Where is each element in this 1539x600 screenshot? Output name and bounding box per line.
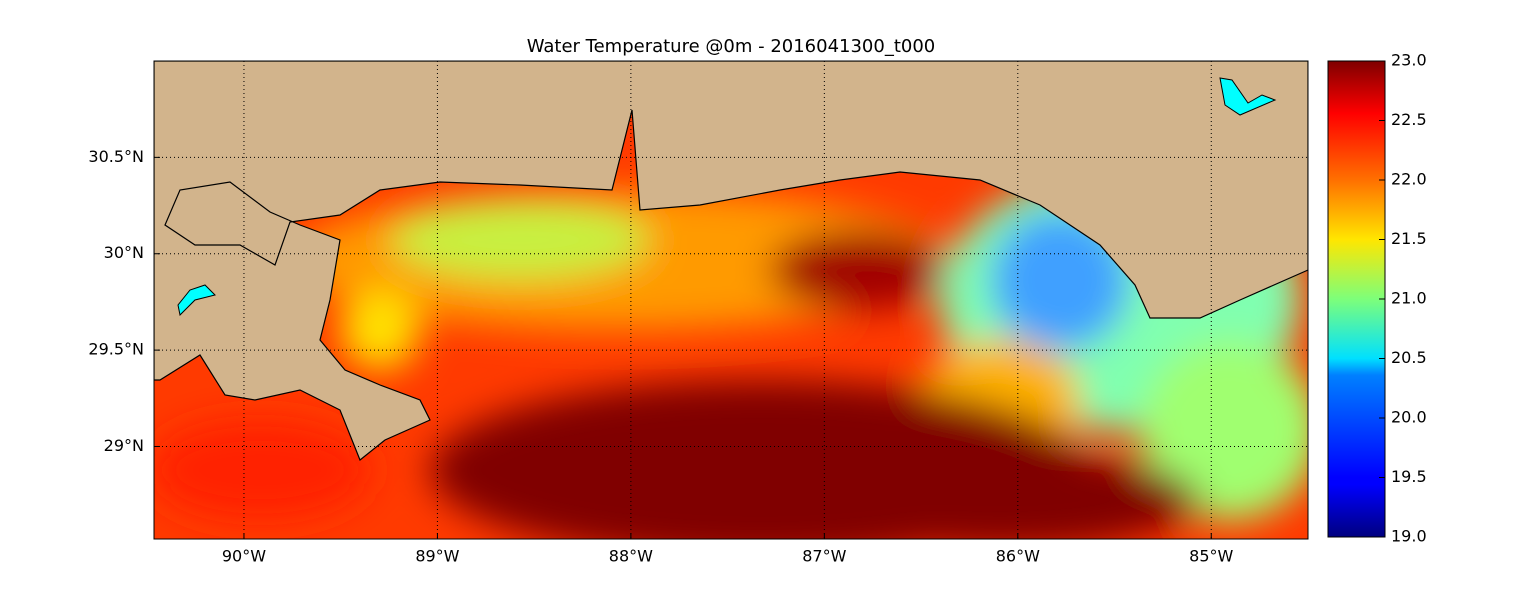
colorbar-tick-label: 22.0 <box>1391 170 1427 189</box>
x-tick-label: 89°W <box>415 547 459 566</box>
x-tick-label: 85°W <box>1189 547 1233 566</box>
temperature-field <box>154 170 1308 539</box>
colorbar-tick-label: 19.5 <box>1391 467 1427 486</box>
x-tick-label: 87°W <box>802 547 846 566</box>
y-tick-label: 29.5°N <box>88 340 144 359</box>
lake <box>177 284 216 317</box>
colorbar-tick-label: 20.5 <box>1391 348 1427 367</box>
chart-title: Water Temperature @0m - 2016041300_t000 <box>527 36 936 57</box>
colorbar-tick-label: 22.5 <box>1391 110 1427 129</box>
x-tick-label: 86°W <box>996 547 1040 566</box>
colorbar-tick-label: 19.0 <box>1391 527 1427 546</box>
colorbar-tick-label: 23.0 <box>1391 51 1427 70</box>
land <box>154 61 1308 461</box>
x-tick-label: 90°W <box>222 547 266 566</box>
y-tick-label: 30°N <box>104 243 144 262</box>
y-tick-label: 30.5°N <box>88 147 144 166</box>
colorbar <box>1327 60 1386 538</box>
map-frame <box>153 60 1309 540</box>
y-tick-label: 29°N <box>104 436 144 455</box>
colorbar-tick-label: 21.0 <box>1391 289 1427 308</box>
lake <box>1219 77 1277 116</box>
x-tick-label: 88°W <box>609 547 653 566</box>
colorbar-tick-label: 20.0 <box>1391 408 1427 427</box>
map <box>154 61 1308 539</box>
colorbar-tick-label: 21.5 <box>1391 229 1427 248</box>
